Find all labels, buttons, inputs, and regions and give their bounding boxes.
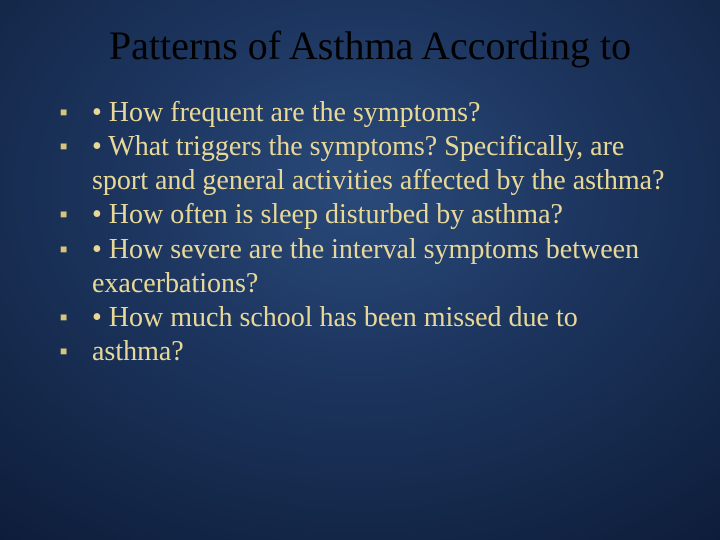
slide-container: Patterns of Asthma According to • How fr… <box>0 0 720 540</box>
list-item: • How frequent are the symptoms? <box>56 96 672 130</box>
list-item: asthma? <box>56 335 672 369</box>
list-item: • How often is sleep disturbed by asthma… <box>56 198 672 232</box>
list-item: • How severe are the interval symptoms b… <box>56 233 672 301</box>
list-item: • What triggers the symptoms? Specifical… <box>56 130 672 198</box>
slide-title: Patterns of Asthma According to <box>48 24 672 68</box>
bullet-list: • How frequent are the symptoms? • What … <box>56 96 672 369</box>
list-item: • How much school has been missed due to <box>56 301 672 335</box>
